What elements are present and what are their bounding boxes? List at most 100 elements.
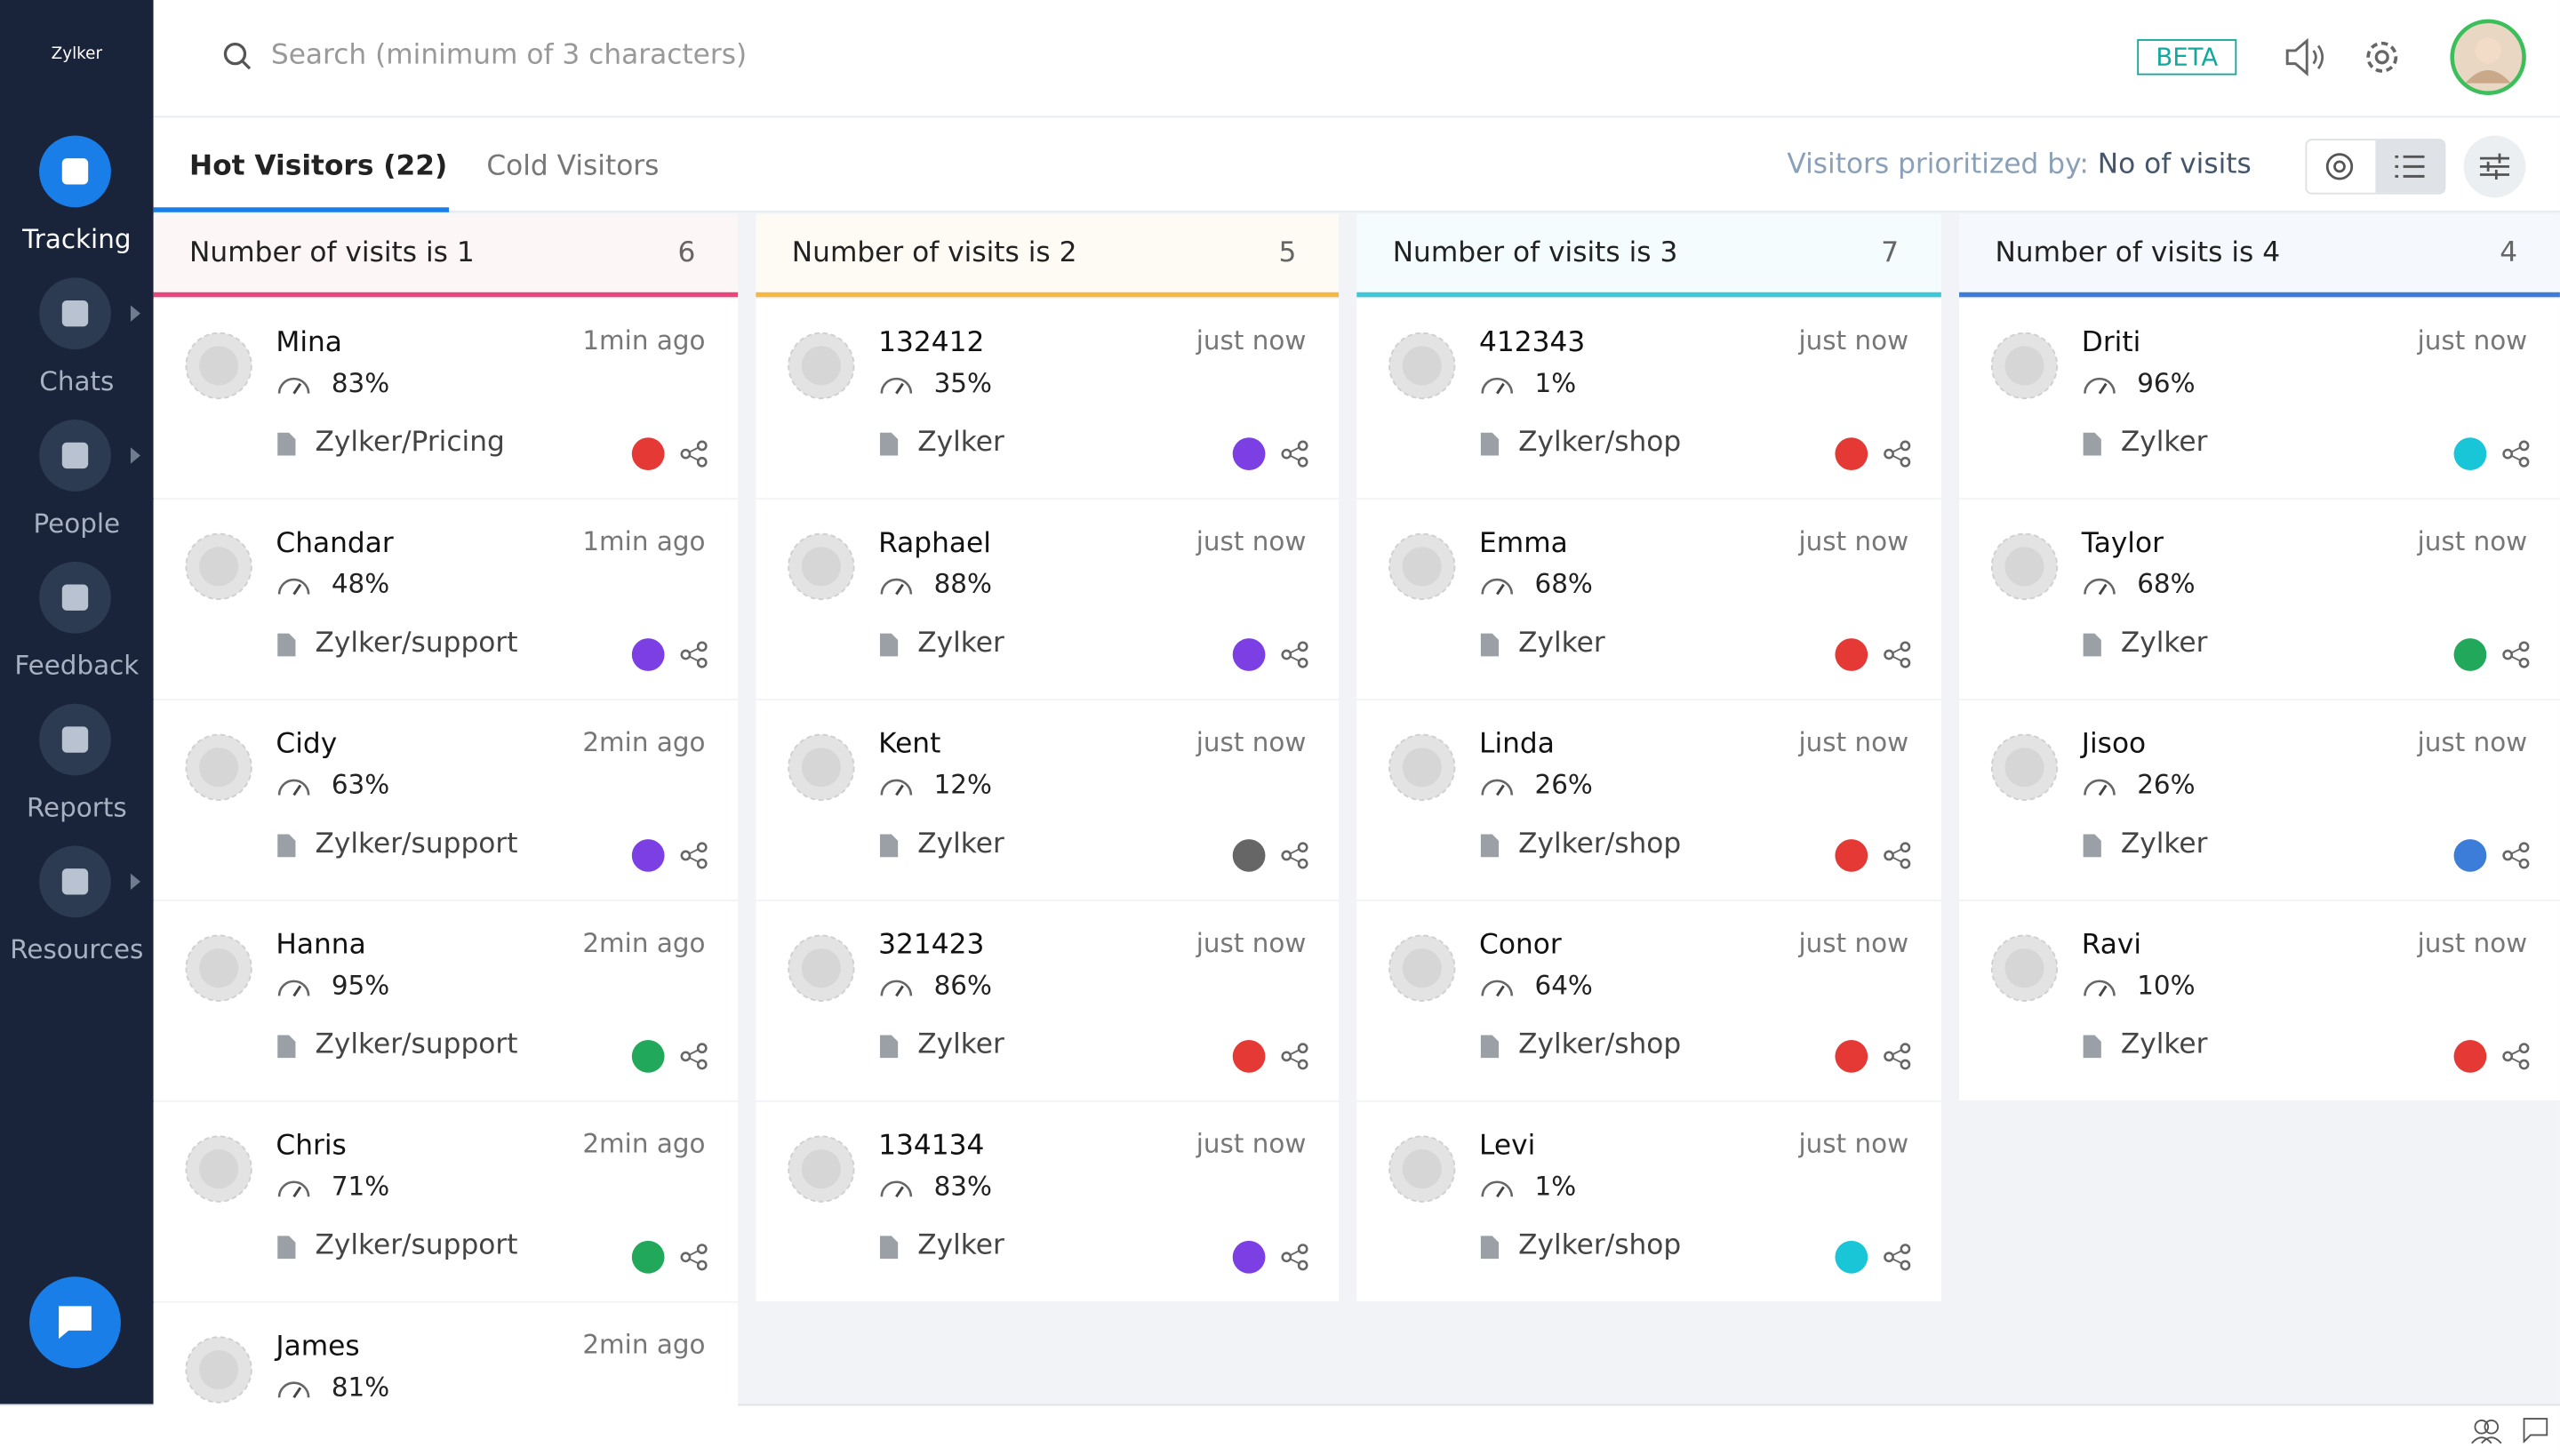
action-icon[interactable]: [2501, 640, 2531, 669]
visitor-name[interactable]: Jisoo: [2081, 728, 2147, 761]
sound-button[interactable]: [2283, 37, 2332, 76]
nav-label[interactable]: People: [33, 508, 121, 540]
nav-label[interactable]: Feedback: [14, 650, 140, 681]
score-gauge: [1479, 1175, 1515, 1201]
action-icon[interactable]: [2501, 439, 2531, 468]
page-icon: [1479, 431, 1500, 457]
filter-icon: [2479, 153, 2510, 180]
score-gauge: [2082, 975, 2117, 1001]
action-icon[interactable]: [1883, 841, 1912, 870]
visited-page: Zylker: [2120, 1028, 2208, 1061]
lead-score: 26%: [2137, 769, 2196, 800]
visitor-name[interactable]: Conor: [1479, 929, 1562, 962]
visited-page: Zylker/support: [315, 1229, 518, 1262]
visitor-name[interactable]: Ravi: [2081, 929, 2142, 962]
tab[interactable]: Cold Visitors: [486, 149, 660, 183]
column-header: [153, 213, 739, 298]
action-icon[interactable]: [679, 841, 708, 870]
visit-time: 2min ago: [582, 1128, 706, 1160]
action-icon[interactable]: [679, 1042, 708, 1071]
action-icon[interactable]: [679, 640, 708, 669]
action-icon[interactable]: [679, 1243, 708, 1272]
settings-button[interactable]: [2363, 37, 2402, 76]
action-icon[interactable]: [1883, 439, 1912, 468]
lead-score: 71%: [331, 1170, 390, 1202]
page-icon: [276, 431, 297, 457]
score-gauge: [878, 774, 914, 800]
score-gauge: [276, 1175, 311, 1201]
action-icon[interactable]: [1883, 1243, 1912, 1272]
visitor-name[interactable]: 132412: [878, 326, 985, 360]
visitor-name[interactable]: 134134: [878, 1129, 985, 1163]
action-icon[interactable]: [1280, 841, 1309, 870]
status-badge: [1835, 638, 1868, 671]
visit-time: just now: [2417, 324, 2528, 356]
action-icon[interactable]: [1883, 1042, 1912, 1071]
score-gauge: [1479, 975, 1515, 1001]
score-gauge: [1479, 372, 1515, 398]
nav-glyph: [61, 442, 89, 469]
visitor-name[interactable]: 412343: [1479, 326, 1586, 360]
user-avatar[interactable]: [2449, 18, 2527, 96]
action-icon[interactable]: [2501, 1042, 2531, 1071]
visitor-name[interactable]: Kent: [878, 728, 941, 761]
visitor-avatar: [1990, 332, 2059, 400]
priority-value[interactable]: No of visits: [2097, 148, 2252, 181]
visitor-name[interactable]: Mina: [276, 326, 342, 360]
nav-label[interactable]: Tracking: [22, 223, 132, 255]
visitor-avatar: [1990, 934, 2059, 1003]
visitor-avatar: [1990, 532, 2059, 601]
action-icon[interactable]: [1280, 1243, 1309, 1272]
visitor-name[interactable]: Linda: [1479, 728, 1555, 761]
visitor-name[interactable]: James: [276, 1330, 360, 1364]
score-gauge: [276, 774, 311, 800]
visitor-name[interactable]: Levi: [1479, 1129, 1536, 1163]
visitor-card[interactable]: [153, 1302, 739, 1456]
visitor-name[interactable]: Chandar: [276, 527, 394, 560]
visitor-name[interactable]: Chris: [276, 1129, 347, 1163]
page-icon: [878, 1235, 900, 1260]
visitor-avatar: [185, 332, 253, 400]
column-count: 6: [677, 236, 696, 270]
visitor-avatar: [185, 733, 253, 802]
score-gauge: [276, 372, 311, 398]
visitor-name[interactable]: Taylor: [2081, 527, 2164, 560]
search-input[interactable]: Search (minimum of 3 characters): [270, 39, 748, 72]
nav-label[interactable]: Reports: [26, 791, 127, 823]
status-badge: [1835, 437, 1868, 470]
page-icon: [276, 1235, 297, 1260]
visitor-name[interactable]: Emma: [1479, 527, 1568, 560]
visitor-avatar: [787, 1135, 855, 1204]
beta-badge: BETA: [2137, 39, 2237, 76]
visit-time: just now: [1196, 525, 1307, 557]
lead-score: 83%: [933, 1170, 992, 1202]
visited-page: Zylker: [917, 426, 1004, 460]
action-icon[interactable]: [1883, 640, 1912, 669]
visit-time: just now: [1196, 1128, 1307, 1160]
action-icon[interactable]: [1280, 439, 1309, 468]
visitor-name[interactable]: Driti: [2081, 326, 2141, 360]
lead-score: 63%: [331, 769, 390, 800]
visitor-name[interactable]: Raphael: [878, 527, 991, 560]
mention-view-button[interactable]: [2324, 152, 2354, 181]
action-icon[interactable]: [679, 439, 708, 468]
column-title: Number of visits is 4: [1995, 236, 2281, 270]
nav-arrow: [130, 447, 140, 464]
visit-time: just now: [1196, 324, 1307, 356]
visitor-name[interactable]: Cidy: [276, 728, 338, 761]
page-icon: [878, 1034, 900, 1060]
status-badge: [2453, 839, 2487, 872]
tabs-bar: [153, 117, 2560, 212]
visitor-avatar: [787, 532, 855, 601]
tab[interactable]: Hot Visitors (22): [189, 149, 448, 183]
action-icon[interactable]: [1280, 640, 1309, 669]
visitor-name[interactable]: Hanna: [276, 929, 366, 962]
nav-label[interactable]: Resources: [10, 933, 144, 965]
column-count: 5: [1278, 236, 1297, 270]
action-icon[interactable]: [2501, 841, 2531, 870]
visitor-name[interactable]: 321423: [878, 929, 985, 962]
nav-label[interactable]: Chats: [39, 365, 115, 397]
action-icon[interactable]: [1280, 1042, 1309, 1071]
status-badge: [631, 1240, 665, 1274]
